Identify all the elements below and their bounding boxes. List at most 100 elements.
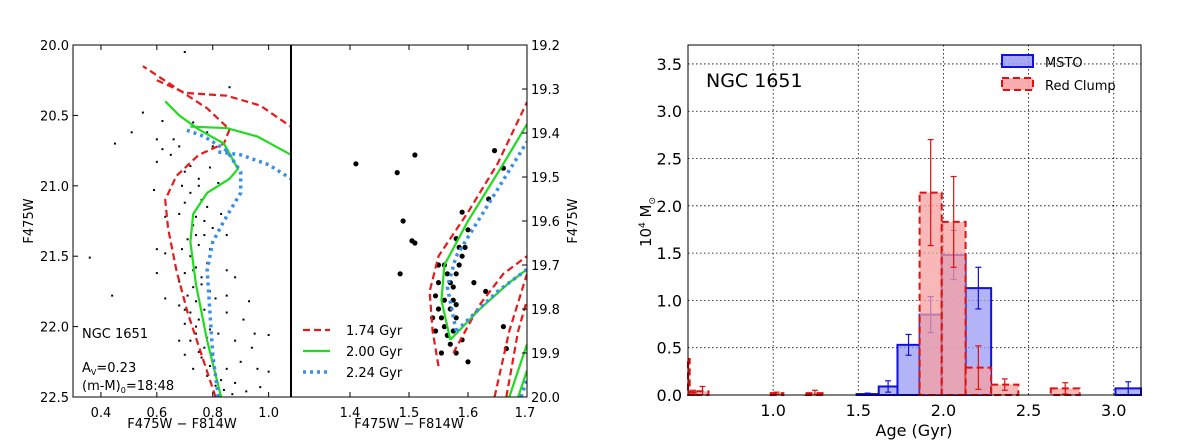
star-point: [412, 152, 418, 158]
star-point: [183, 201, 186, 204]
y-tick-label: 21.5: [40, 250, 69, 265]
star-point: [462, 244, 468, 250]
star-point: [200, 283, 203, 286]
y-tick-label: 0.0: [657, 386, 682, 405]
star-point: [228, 86, 231, 89]
x-axis-label: Age (Gyr): [876, 421, 953, 440]
star-point: [178, 212, 181, 215]
star-point: [164, 297, 167, 300]
star-point: [183, 170, 186, 173]
y-tick-label: 19.6: [531, 215, 560, 230]
isochrone-1-74-Gyr: [505, 299, 527, 397]
star-point: [465, 227, 471, 233]
star-point: [200, 356, 203, 359]
star-point: [197, 177, 200, 180]
av-symbol: A: [82, 361, 91, 376]
extinction-annotation: AV=0.23: [82, 361, 136, 377]
star-point: [234, 381, 237, 384]
x-tick-label: 2.0: [931, 401, 956, 420]
star-point: [155, 138, 158, 141]
legend-label: 2.24 Gyr: [346, 366, 403, 381]
star-point: [192, 121, 195, 124]
cmd-left-panel: [88, 51, 291, 397]
isochrone-2-24-Gyr: [184, 127, 243, 397]
star-point: [208, 328, 211, 331]
star-point: [178, 304, 181, 307]
isochrone-2-24-Gyr: [445, 140, 527, 332]
star-point: [220, 212, 223, 215]
star-point: [155, 160, 158, 163]
star-point: [220, 379, 223, 382]
legend-swatch: [1001, 77, 1034, 91]
star-point: [222, 388, 225, 391]
isochrone-1-74-Gyr: [428, 101, 527, 367]
star-point: [453, 302, 459, 308]
star-point: [88, 256, 91, 259]
star-point: [183, 272, 186, 275]
star-point: [141, 111, 144, 114]
star-point: [225, 367, 228, 370]
y-tick-label: 2.0: [657, 197, 682, 216]
y-tick-label: 22.0: [40, 321, 69, 336]
star-point: [189, 339, 192, 342]
isochrone-2-24-Gyr: [454, 267, 527, 333]
star-point: [192, 224, 195, 227]
star-point: [189, 311, 192, 314]
star-point: [432, 293, 439, 299]
star-point: [178, 145, 181, 148]
star-point: [155, 248, 158, 251]
histogram-title: NGC 1651: [706, 70, 803, 92]
av-value: =0.23: [96, 361, 136, 376]
cmd-right-panel: [353, 101, 527, 397]
star-point: [214, 384, 217, 387]
star-point: [203, 234, 206, 237]
star-point: [412, 240, 418, 246]
y-tick-label: 19.8: [531, 303, 560, 318]
star-point: [267, 334, 270, 337]
star-point: [206, 131, 209, 134]
star-point: [239, 360, 242, 363]
y-tick-label: 0.5: [657, 339, 682, 358]
star-point: [435, 306, 442, 312]
star-point: [153, 189, 156, 192]
star-point: [459, 209, 465, 215]
star-point: [203, 308, 206, 311]
star-point: [483, 288, 489, 294]
ylabel-exp: 4: [638, 222, 648, 228]
star-point: [453, 271, 459, 277]
isochrone-2-00-Gyr: [190, 125, 291, 156]
y-tick-label: 19.9: [531, 347, 560, 362]
star-point: [194, 266, 197, 269]
isochrone-legend: 1.74 Gyr 2.00 Gyr 2.24 Gyr: [303, 324, 403, 381]
star-point: [259, 386, 262, 389]
y-tick-label: 19.2: [531, 39, 560, 54]
star-point: [183, 322, 186, 325]
star-point: [231, 393, 234, 396]
star-point: [250, 346, 253, 349]
star-point: [397, 271, 403, 277]
x-tick-label: 1.0: [258, 406, 279, 421]
star-point: [471, 280, 477, 286]
x-tick-label: 1.5: [846, 401, 871, 420]
y-tick-label: 19.4: [531, 127, 560, 142]
isochrone-1-74-Gyr: [156, 79, 291, 128]
star-point: [394, 170, 400, 176]
star-point: [183, 51, 186, 54]
x-tick-label: 0.4: [91, 406, 112, 421]
star-point: [217, 181, 220, 184]
isochrone-2-24-Gyr: [218, 150, 291, 181]
y-tick-label: 20.5: [40, 109, 69, 124]
x-axis-label: F475W − F814W: [354, 417, 464, 432]
star-point: [161, 148, 164, 151]
isochrone-1-74-Gyr: [452, 255, 527, 354]
dm-symbol: (m-M): [82, 379, 121, 394]
isochrone-2-24-Gyr: [519, 378, 527, 397]
star-point: [211, 145, 214, 148]
star-point: [194, 300, 197, 303]
y-axis-label: F475W: [22, 198, 37, 243]
distance-modulus-annotation: (m-M)0=18:48: [82, 379, 174, 395]
star-point: [197, 350, 200, 353]
y-tick-label: 21.0: [40, 180, 69, 195]
ylabel-base: 10: [637, 228, 655, 247]
star-point: [164, 252, 167, 255]
